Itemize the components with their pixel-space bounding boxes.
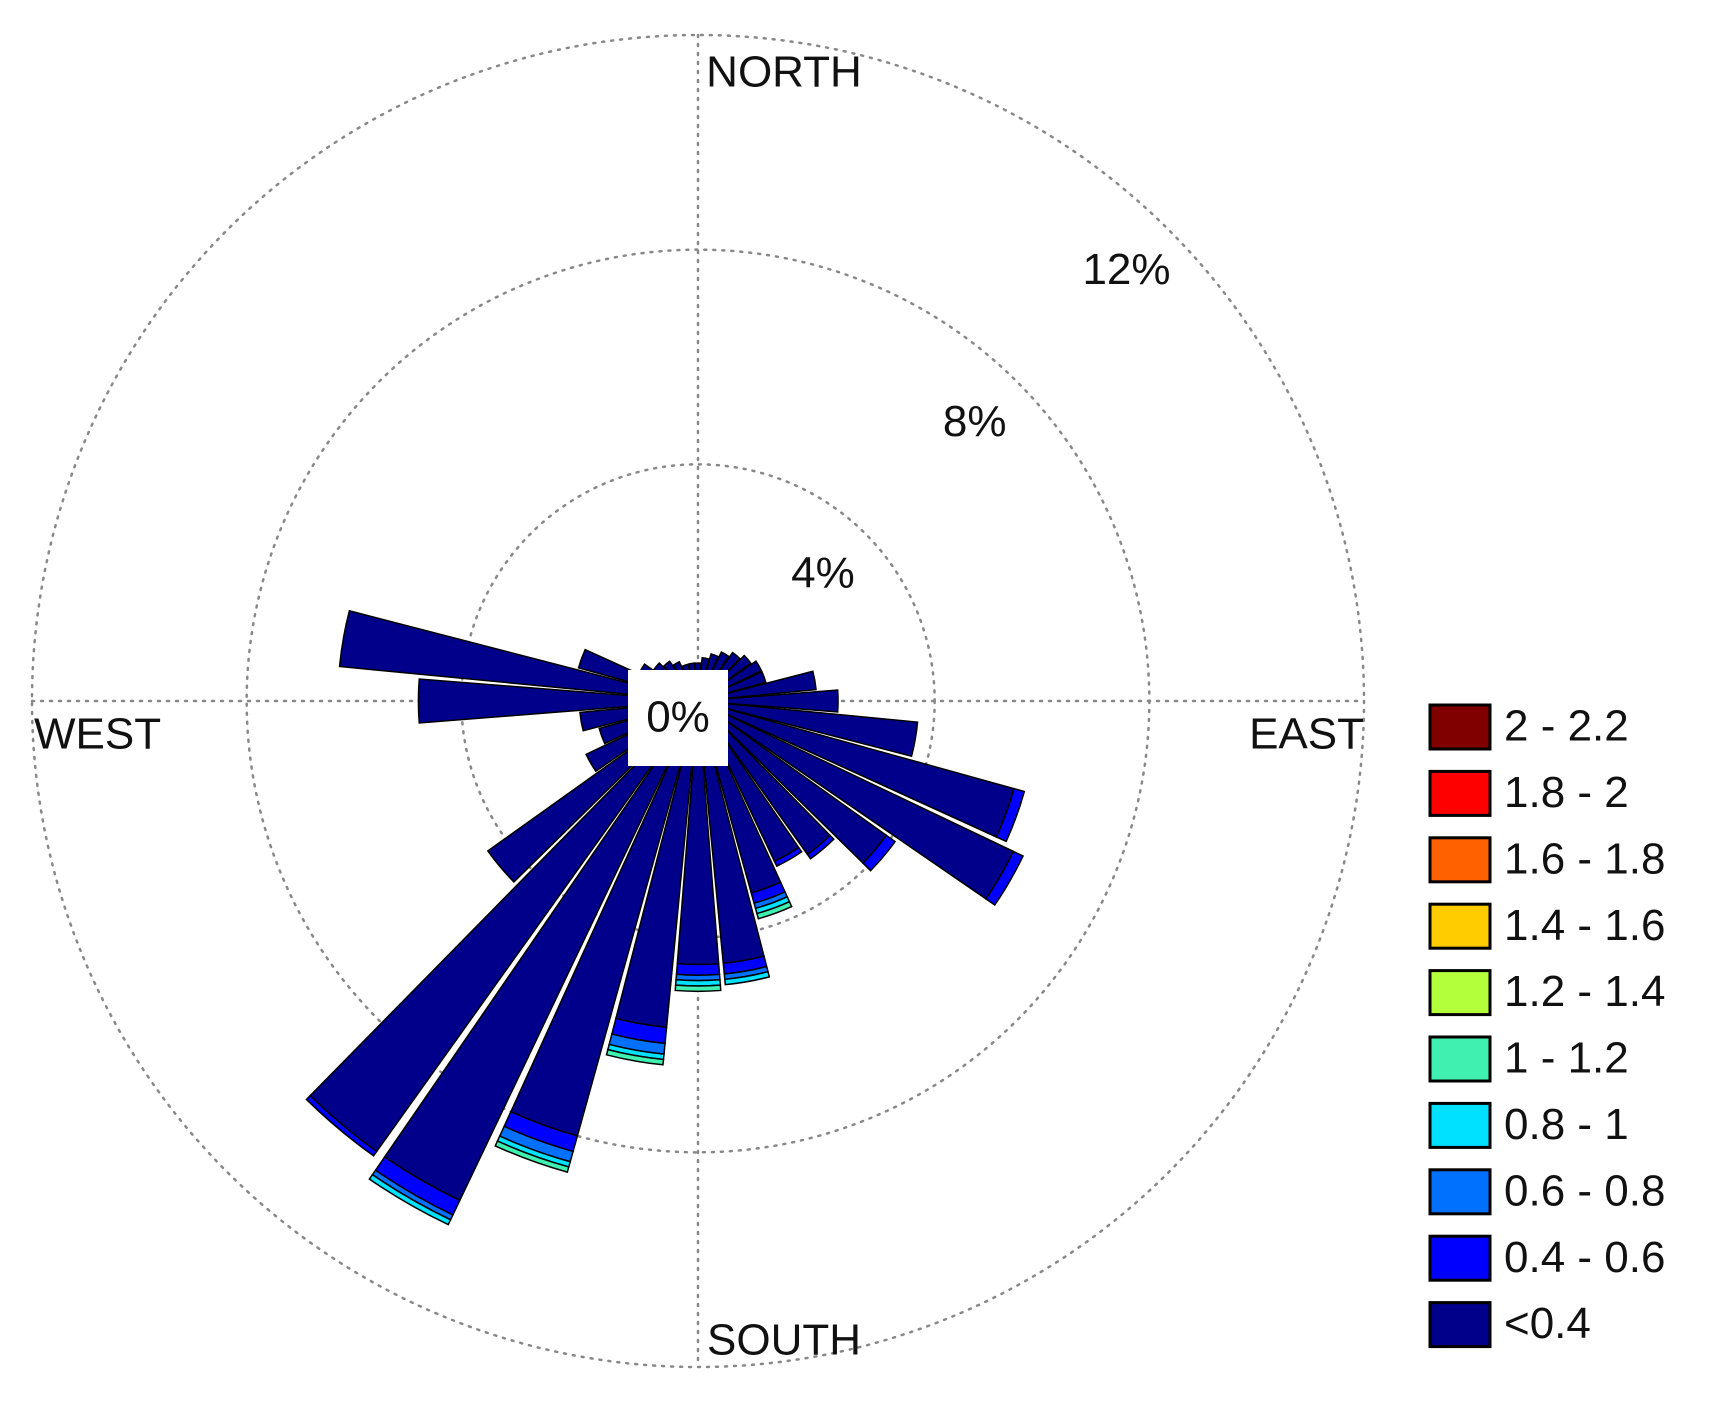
legend-label: 1.2 - 1.4 <box>1504 967 1665 1016</box>
ring-label: 8% <box>943 397 1007 446</box>
legend-label: 1.4 - 1.6 <box>1504 901 1665 950</box>
legend-swatch <box>1428 1234 1492 1282</box>
wedge-segment <box>675 962 721 976</box>
wedge-segment <box>305 1094 378 1157</box>
wedge-segment <box>861 834 897 872</box>
center-box <box>628 670 728 766</box>
legend: 2 - 2.2 1.8 - 2 1.6 - 1.8 1.4 - 1.6 1.2 - 1.… <box>1428 702 1665 1349</box>
wedge-segment <box>605 1048 665 1066</box>
direction-label: EAST <box>1249 710 1364 759</box>
legend-label: 0.4 - 0.6 <box>1504 1233 1665 1282</box>
legend-swatch <box>1428 703 1492 751</box>
legend-swatch <box>1428 1168 1492 1216</box>
ring-label: 12% <box>1082 245 1170 294</box>
direction-label: NORTH <box>706 48 862 97</box>
ring-label: 0% <box>646 693 710 742</box>
ring-label: 4% <box>791 549 855 598</box>
legend-label: 1.6 - 1.8 <box>1504 834 1665 883</box>
legend-swatch <box>1428 836 1492 884</box>
legend-label: 0.6 - 0.8 <box>1504 1166 1665 1215</box>
legend-label: <0.4 <box>1504 1299 1591 1348</box>
legend-label: 0.8 - 1 <box>1504 1100 1629 1149</box>
grid-ring <box>30 33 1366 1369</box>
wedge-segment <box>756 900 793 920</box>
legend-swatch <box>1428 902 1492 950</box>
wedge-segment <box>806 834 835 860</box>
legend-swatch <box>1428 1035 1492 1083</box>
grid-ring <box>245 248 1151 1154</box>
direction-label: SOUTH <box>707 1316 861 1365</box>
wedge-segment <box>674 984 722 993</box>
bars <box>305 609 1026 1226</box>
legend-label: 1.8 - 2 <box>1504 768 1629 817</box>
legend-label: 1 - 1.2 <box>1504 1034 1629 1083</box>
direction-label: WEST <box>34 710 161 759</box>
legend-swatch <box>1428 769 1492 817</box>
legend-swatch <box>1428 1101 1492 1149</box>
labels: 0% 4% 8% 12% NORTH SOUTH WEST EAST <box>34 48 1364 1365</box>
legend-swatch <box>1428 969 1492 1017</box>
wedge-segment <box>723 970 771 986</box>
legend-swatch <box>1428 1301 1492 1349</box>
wedge-segment <box>368 1173 452 1226</box>
wedge-segment <box>494 1140 570 1174</box>
wedge-segment <box>995 787 1026 843</box>
legend-label: 2 - 2.2 <box>1504 702 1629 751</box>
wedge-segment <box>984 850 1025 907</box>
